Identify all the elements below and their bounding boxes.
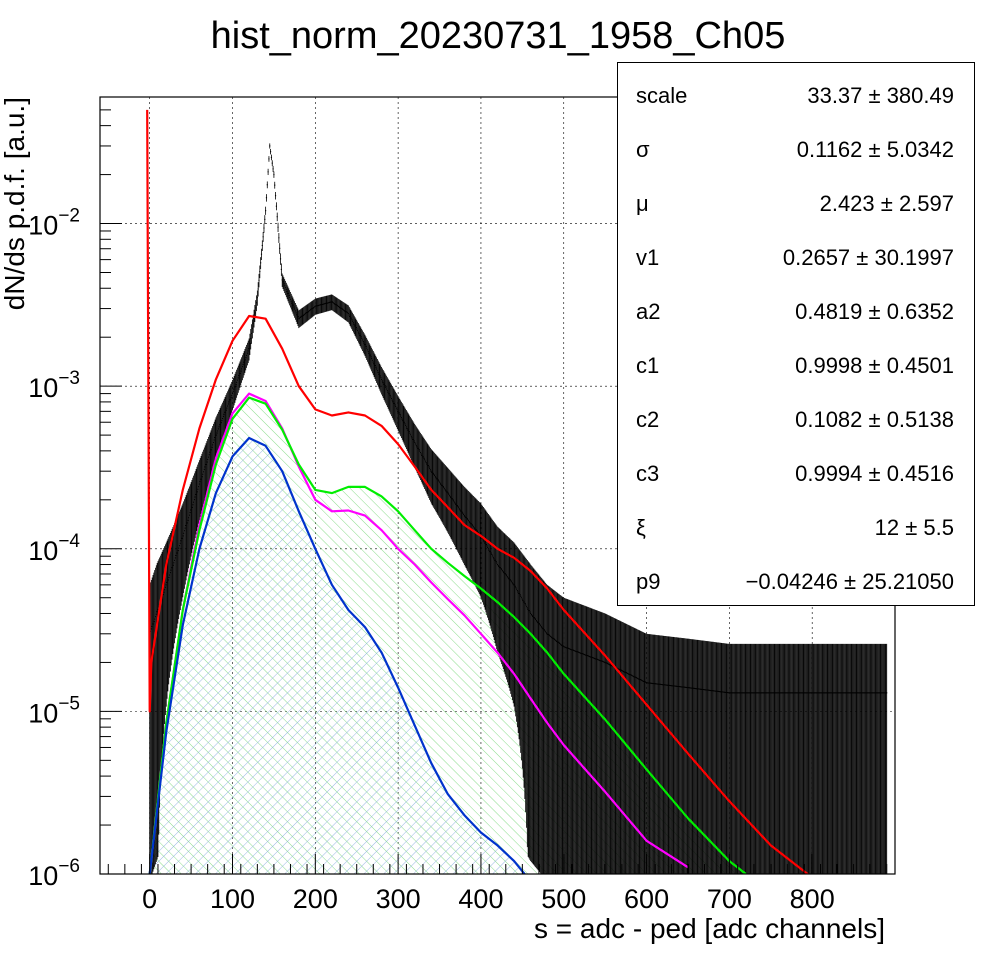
x-tick-label: 400 — [458, 884, 503, 914]
stats-row: σ 0.1162 ± 5.0342 — [618, 121, 974, 175]
magenta-component-line — [148, 392, 689, 874]
stats-param-name: c1 — [636, 353, 660, 378]
stats-param-name: σ — [636, 137, 650, 162]
stats-param-name: μ — [636, 191, 649, 216]
stats-param-name: v1 — [636, 245, 660, 270]
chart-title: hist_norm_20230731_1958_Ch05 — [211, 15, 786, 57]
stats-param-name: a2 — [636, 299, 661, 324]
stats-row: v1 0.2657 ± 30.1997 — [618, 229, 974, 283]
stats-param-value: 0.9998 ± 0.4501 — [795, 353, 954, 378]
stats-param-value: 33.37 ± 380.49 — [807, 83, 954, 108]
stats-row: p9 −0.04246 ± 25.21050 — [618, 553, 974, 607]
stats-row: c3 0.9994 ± 0.4516 — [618, 445, 974, 499]
stats-param-value: 0.2657 ± 30.1997 — [782, 245, 954, 270]
stats-param-name: ξ — [636, 515, 646, 540]
y-axis: 10−6 10−5 10−4 10−3 10−2 — [28, 96, 122, 891]
blue-component-line — [148, 436, 527, 874]
stats-row: a2 0.4819 ± 0.6352 — [618, 283, 974, 337]
stats-param-name: p9 — [636, 569, 661, 594]
x-tick-label: 800 — [790, 884, 835, 914]
stats-row: scale 33.37 ± 380.49 — [618, 67, 974, 121]
stats-param-value: 12 ± 5.5 — [874, 515, 954, 540]
stats-param-value: 0.4819 ± 0.6352 — [795, 299, 954, 324]
stats-param-name: scale — [636, 83, 688, 108]
component-hatch-fill — [145, 438, 548, 874]
stats-row: μ 2.423 ± 2.597 — [618, 175, 974, 229]
y-tick-label: 10−3 — [28, 368, 80, 403]
stats-param-value: −0.04246 ± 25.21050 — [745, 569, 954, 594]
x-axis: 0 100 200 300 400 500 600 700 800 — [107, 854, 888, 914]
green-component-line — [148, 396, 747, 874]
fit-statistics-box: scale 33.37 ± 380.49 σ 0.1162 ± 5.0342 μ 2.42… — [617, 62, 975, 606]
stats-param-name: c2 — [636, 407, 660, 432]
y-tick-label: 10−5 — [28, 693, 80, 728]
x-tick-label: 600 — [624, 884, 669, 914]
y-tick-label: 10−2 — [28, 206, 80, 241]
x-tick-label: 100 — [210, 884, 255, 914]
stats-param-value: 0.1082 ± 0.5138 — [795, 407, 954, 432]
stats-param-name: c3 — [636, 461, 660, 486]
x-tick-label: 500 — [541, 884, 586, 914]
x-tick-label: 200 — [293, 884, 338, 914]
stats-row: c2 0.1082 ± 0.5138 — [618, 391, 974, 445]
total-fit-line — [146, 109, 810, 874]
y-tick-label: 10−6 — [28, 856, 80, 891]
stats-param-value: 0.9994 ± 0.4516 — [795, 461, 954, 486]
stats-param-value: 2.423 ± 2.597 — [819, 191, 954, 216]
x-axis-title: s = adc - ped [adc channels] — [534, 913, 885, 944]
x-tick-label: 300 — [376, 884, 421, 914]
y-axis-title: dN/ds p.d.f. [a.u.] — [0, 97, 30, 310]
stats-row: ξ 12 ± 5.5 — [618, 499, 974, 553]
stats-row: c1 0.9998 ± 0.4501 — [618, 337, 974, 391]
stats-param-value: 0.1162 ± 5.0342 — [796, 137, 954, 162]
x-tick-label: 700 — [707, 884, 752, 914]
x-tick-label: 0 — [142, 884, 157, 914]
series-layer — [146, 109, 888, 874]
y-tick-label: 10−4 — [28, 531, 80, 566]
